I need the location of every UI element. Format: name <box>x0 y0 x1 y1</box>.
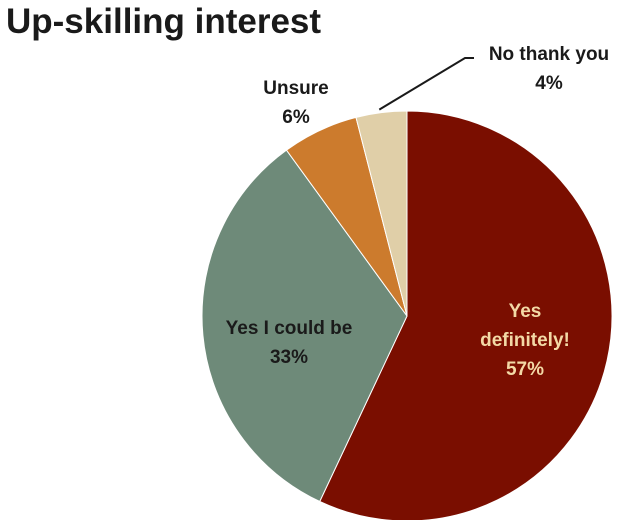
slice-name-label: Yes I could be <box>226 318 353 339</box>
slice-label: Yes definitely! 57% <box>480 301 570 380</box>
slice-value-label: 57% <box>506 359 544 380</box>
slice-name-label: No thank you <box>489 44 609 65</box>
pie-slice <box>201 149 408 503</box>
slice-value-label: 6% <box>282 107 310 128</box>
leader-line <box>378 57 474 111</box>
slice-label: No thank you 4% <box>489 44 609 94</box>
slice-label: Unsure 6% <box>263 78 328 128</box>
slice-name-label: definitely! <box>480 330 570 351</box>
pie-slice <box>319 110 613 520</box>
slice-value-label: 33% <box>270 347 308 368</box>
pie-slice <box>355 110 408 317</box>
slice-value-label: 4% <box>535 73 563 94</box>
slice-label: Yes I could be 33% <box>226 318 353 368</box>
slice-name-label: Unsure <box>263 78 328 99</box>
slice-name-label: Yes <box>509 301 542 322</box>
chart-title: Up-skilling interest <box>6 2 322 41</box>
